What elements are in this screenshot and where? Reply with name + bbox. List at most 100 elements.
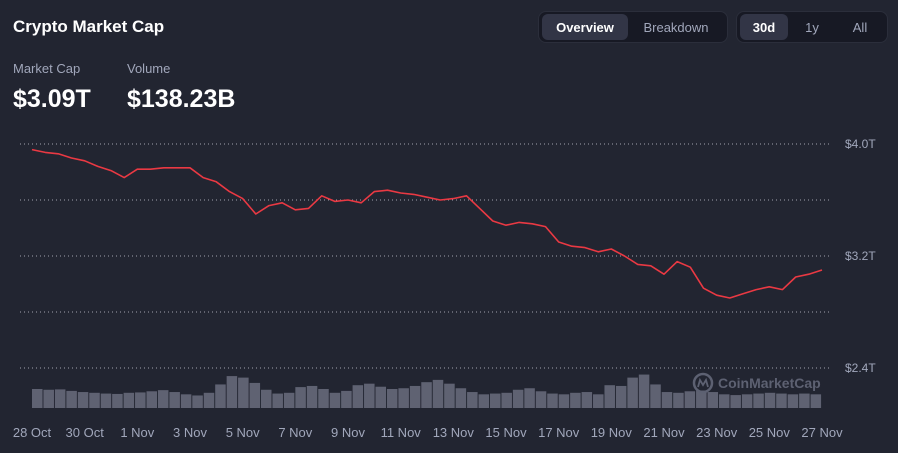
volume-bar: [455, 388, 467, 408]
x-tick-label: 3 Nov: [173, 425, 207, 440]
range-30d-button[interactable]: 30d: [740, 14, 788, 40]
y-tick-label: $3.2T: [845, 249, 876, 263]
volume-value: $138.23B: [127, 85, 236, 113]
market-cap-label: Market Cap: [13, 61, 81, 76]
volume-bar: [547, 393, 558, 408]
volume-bar: [32, 389, 43, 408]
volume-bar: [787, 394, 799, 408]
volume-bar: [753, 393, 764, 408]
volume-bar: [260, 389, 272, 408]
volume-bar: [409, 385, 421, 408]
y-tick-label: $2.4T: [845, 361, 876, 375]
x-tick-label: 30 Oct: [66, 425, 105, 440]
market-cap-value: $3.09T: [13, 85, 91, 113]
volume-bar: [570, 392, 581, 408]
volume-bar: [444, 383, 455, 408]
x-tick-label: 13 Nov: [433, 425, 475, 440]
volume-bar: [718, 394, 730, 408]
market-cap-series-line: [31, 148, 823, 299]
volume-bar: [180, 394, 192, 408]
volume-bar: [673, 392, 684, 408]
volume-bar: [478, 394, 490, 408]
volume-bar: [799, 393, 810, 408]
volume-bar: [352, 385, 364, 408]
volume-bar: [432, 379, 444, 408]
volume-bar: [581, 392, 593, 408]
tab-breakdown[interactable]: Breakdown: [628, 14, 724, 40]
volume-bar: [77, 392, 89, 408]
volume-bar: [638, 374, 650, 408]
volume-bar: [283, 392, 295, 408]
volume-bar: [707, 392, 719, 408]
x-tick-label: 9 Nov: [331, 425, 365, 440]
volume-bar: [226, 376, 238, 408]
volume-bar: [89, 392, 100, 408]
volume-bar: [123, 392, 135, 408]
range-all-button[interactable]: All: [836, 14, 884, 40]
x-tick-label: 23 Nov: [696, 425, 738, 440]
tab-overview[interactable]: Overview: [542, 14, 628, 40]
x-tick-label: 7 Nov: [278, 425, 312, 440]
x-tick-label: 25 Nov: [749, 425, 791, 440]
volume-bar: [421, 382, 432, 408]
volume-bar: [398, 388, 409, 408]
volume-bar: [764, 392, 776, 408]
volume-bar: [66, 390, 77, 408]
volume-bar: [535, 391, 547, 408]
volume-bar: [192, 395, 203, 408]
x-tick-label: 1 Nov: [120, 425, 154, 440]
volume-bar: [272, 393, 283, 408]
volume-bar: [249, 382, 261, 408]
watermark-text: CoinMarketCap: [718, 375, 821, 391]
range-1y-button[interactable]: 1y: [788, 14, 836, 40]
page-title: Crypto Market Cap: [13, 17, 165, 36]
volume-bar: [169, 392, 180, 408]
volume-bar: [146, 391, 158, 408]
volume-bar: [501, 392, 512, 408]
volume-bar: [203, 392, 215, 408]
volume-bar: [615, 385, 627, 408]
volume-bar: [627, 377, 638, 408]
volume-bar: [135, 392, 146, 408]
volume-bar: [215, 384, 226, 408]
volume-bar: [776, 393, 787, 408]
volume-bar: [238, 377, 249, 408]
volume-bar: [696, 390, 707, 408]
volume-bar: [741, 394, 753, 408]
volume-bar: [489, 393, 501, 408]
watermark: CoinMarketCap: [692, 372, 821, 394]
view-tab-group: Overview Breakdown: [538, 11, 728, 43]
x-tick-label: 17 Nov: [538, 425, 580, 440]
volume-bar: [157, 390, 169, 408]
volume-bar: [100, 393, 112, 408]
volume-bar: [375, 386, 387, 408]
volume-bar: [661, 392, 673, 408]
volume-bar: [604, 385, 615, 408]
volume-bar: [684, 391, 696, 408]
volume-bar: [386, 389, 398, 408]
x-tick-label: 5 Nov: [226, 425, 260, 440]
volume-bar: [650, 384, 661, 408]
volume-bar: [730, 395, 741, 408]
x-tick-label: 21 Nov: [643, 425, 685, 440]
coinmarketcap-logo-icon: [692, 372, 714, 394]
volume-bar: [329, 392, 341, 408]
volume-label: Volume: [127, 61, 171, 76]
volume-bar: [341, 390, 352, 408]
volume-bar: [467, 392, 478, 408]
volume-bar: [524, 388, 535, 408]
x-tick-label: 19 Nov: [591, 425, 633, 440]
volume-bar: [318, 389, 329, 408]
x-tick-label: 15 Nov: [485, 425, 527, 440]
x-tick-label: 28 Oct: [13, 425, 52, 440]
volume-bar: [558, 394, 570, 408]
volume-bar: [512, 389, 524, 408]
range-tab-group: 30d 1y All: [736, 11, 888, 43]
volume-bar: [112, 393, 123, 408]
volume-bar: [810, 394, 822, 408]
volume-bar: [54, 389, 66, 408]
volume-bar: [43, 389, 54, 408]
volume-bar: [295, 387, 306, 408]
x-tick-label: 27 Nov: [801, 425, 843, 440]
